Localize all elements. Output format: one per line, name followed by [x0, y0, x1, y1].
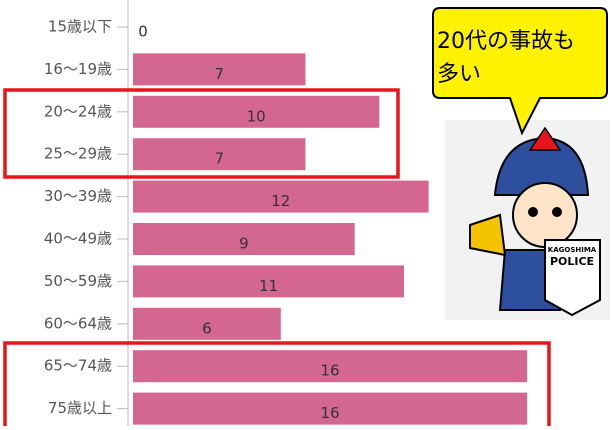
badge-text: KAGOSHIMA — [548, 246, 597, 254]
data-label: 12 — [271, 192, 290, 210]
y-tick-label: 60～64歳 — [44, 314, 112, 332]
mascot-eye — [528, 207, 538, 217]
annotation-text: 多い — [437, 62, 481, 87]
data-label: 7 — [214, 65, 224, 83]
y-tick-label: 30～39歳 — [44, 187, 112, 205]
mascot: KAGOSHIMA POLICE — [445, 120, 610, 320]
y-tick-label: 20～24歳 — [44, 102, 112, 120]
y-tick-label: 15歳以下 — [48, 18, 112, 36]
chart: 15歳以下 0 16～19歳 7 20～24歳 10 25～29歳 7 30～39歳 12 40～4… — [0, 0, 612, 426]
mascot-face — [513, 183, 577, 247]
y-tick-label: 40～49歳 — [44, 230, 112, 248]
y-tick-label: 16～19歳 — [44, 60, 112, 78]
data-label: 11 — [259, 277, 278, 295]
data-label: 6 — [202, 319, 212, 337]
data-label: 7 — [214, 150, 224, 168]
y-tick-label: 25～29歳 — [44, 145, 112, 163]
data-label: 16 — [321, 362, 340, 380]
y-tick-label: 75歳以上 — [48, 399, 112, 417]
badge-text: POLICE — [550, 255, 594, 268]
mascot-eye — [552, 207, 562, 217]
data-label: 10 — [247, 107, 266, 125]
annotation-text: 20代の事故も — [437, 29, 575, 54]
data-label: 9 — [239, 235, 249, 253]
y-tick-label: 50～59歳 — [44, 272, 112, 290]
y-tick-label: 65～74歳 — [44, 357, 112, 375]
data-label: 16 — [321, 404, 340, 422]
data-label: 0 — [138, 23, 148, 41]
